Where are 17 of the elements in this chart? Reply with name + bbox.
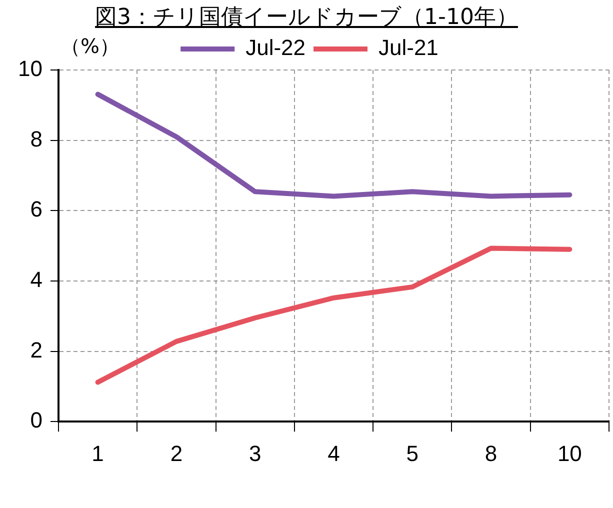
y-tick-label: 6 — [30, 196, 42, 222]
y-axis-title: （%） — [60, 34, 120, 58]
x-tick-label: 5 — [406, 440, 419, 466]
chart-title: 図3：チリ国債イールドカーブ（1-10年） — [95, 5, 518, 30]
y-tick-label: 2 — [30, 337, 42, 362]
legend-label: Jul-21 — [378, 35, 438, 60]
x-tick-label: 10 — [557, 440, 582, 466]
y-tick-label: 8 — [30, 126, 42, 152]
y-tick-label: 10 — [18, 56, 42, 82]
x-tick-label: 1 — [92, 440, 104, 466]
y-tick-label: 4 — [30, 267, 42, 292]
y-tick-label: 0 — [30, 408, 42, 433]
x-tick-label: 3 — [248, 440, 262, 466]
x-tick-label: 4 — [328, 440, 340, 466]
x-tick-label: 8 — [484, 440, 498, 466]
x-tick-label: 2 — [170, 440, 183, 466]
legend-label: Jul-22 — [246, 35, 306, 60]
